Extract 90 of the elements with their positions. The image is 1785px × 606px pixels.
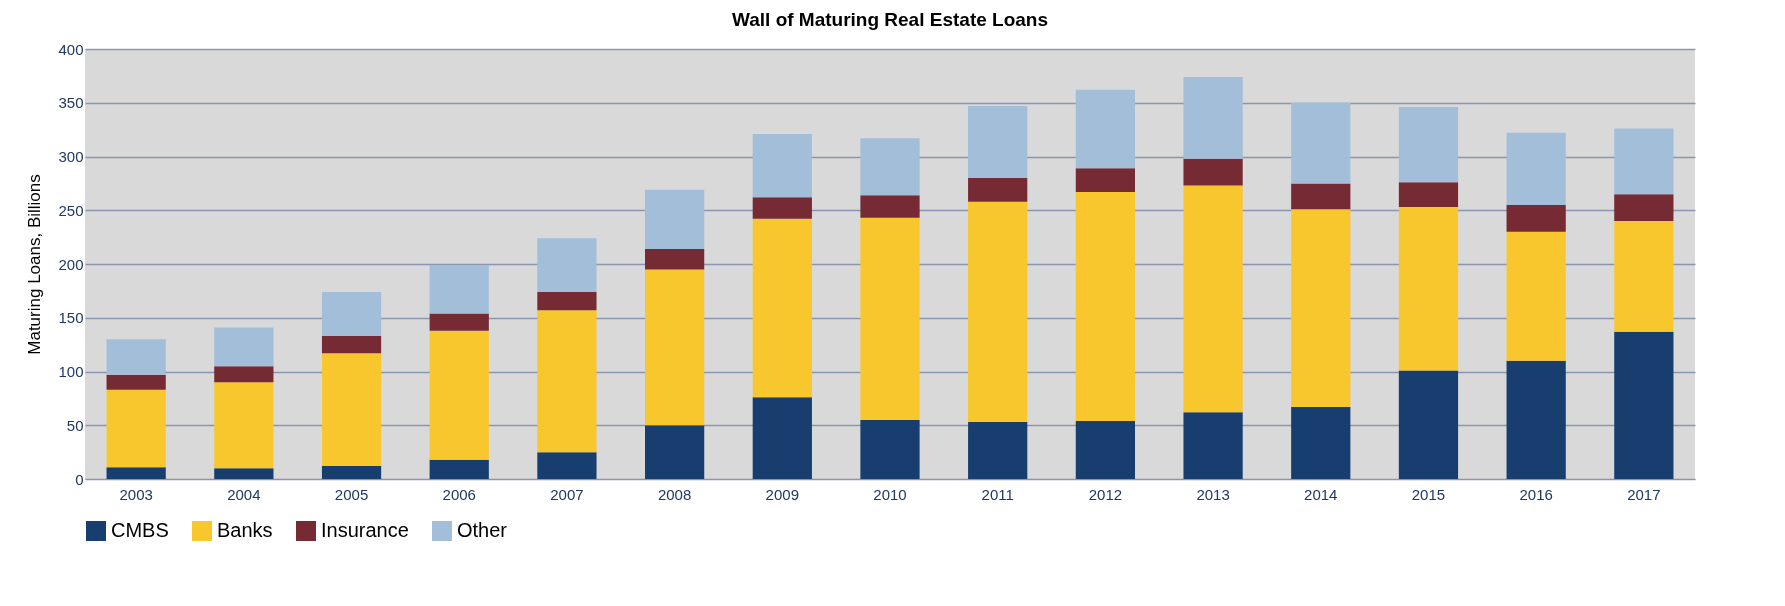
bar: [1506, 360, 1566, 479]
bar: [968, 178, 1028, 202]
x-tick-label: 2016: [1519, 485, 1553, 503]
y-tick-label: 100: [58, 363, 84, 380]
x-tick-label: 2004: [227, 485, 261, 503]
x-tick-label: 2009: [765, 485, 799, 503]
x-tick-label: 2012: [1088, 485, 1123, 503]
bar: [645, 425, 705, 479]
y-tick-label: 200: [58, 255, 84, 273]
bar: [429, 313, 489, 331]
bar: [1398, 207, 1459, 371]
bar: [860, 419, 920, 479]
y-tick-label: 350: [58, 94, 84, 112]
bar: [1291, 102, 1351, 184]
legend-label: Other: [457, 519, 508, 541]
chart-title: Wall of Maturing Real Estate Loans: [731, 9, 1049, 30]
bar: [645, 269, 705, 426]
bar: [1183, 185, 1243, 413]
x-tick-label: 2013: [1196, 485, 1230, 503]
x-tick-label: 2010: [873, 485, 907, 503]
y-tick-label: 50: [66, 416, 84, 434]
bar: [106, 389, 166, 468]
legend-label: CMBS: [111, 519, 169, 541]
bar: [1183, 158, 1243, 186]
bar: [1614, 128, 1674, 195]
bar: [1614, 331, 1674, 479]
y-tick-label: 300: [58, 148, 84, 165]
bar: [752, 218, 812, 398]
bar: [1075, 168, 1135, 192]
bar: [1506, 231, 1566, 361]
bar: [645, 248, 705, 270]
y-tick-label: 0: [75, 470, 84, 488]
bar: [968, 201, 1028, 423]
bar: [1183, 412, 1243, 479]
bar: [1075, 191, 1135, 421]
bar: [968, 422, 1028, 479]
bar: [1291, 183, 1351, 210]
bar: [214, 468, 274, 479]
bar: [1075, 89, 1135, 169]
bar: [537, 238, 597, 292]
bar: [860, 138, 920, 196]
bar: [1614, 221, 1674, 332]
bar: [537, 310, 597, 453]
bar: [1614, 194, 1674, 221]
bar: [752, 397, 812, 479]
bar: [1075, 420, 1135, 479]
bar: [321, 291, 382, 337]
bar: [860, 195, 920, 218]
bar: [752, 133, 812, 198]
legend-label: Banks: [217, 519, 273, 541]
x-tick-label: 2011: [981, 485, 1014, 503]
bar: [214, 366, 274, 383]
bar: [1506, 204, 1566, 232]
bar: [321, 353, 382, 467]
x-tick-label: 2014: [1304, 485, 1338, 503]
y-tick-label: 250: [58, 201, 84, 219]
bar: [752, 197, 812, 219]
y-tick-label: 400: [58, 40, 84, 58]
bar: [1398, 107, 1459, 183]
bar: [214, 327, 274, 367]
bar: [537, 291, 597, 311]
bar: [1398, 370, 1459, 479]
bar: [860, 217, 920, 420]
y-axis-title: Maturing Loans, Billions: [25, 174, 45, 355]
bar: [429, 330, 489, 460]
bar: [968, 105, 1028, 178]
x-tick-label: 2008: [657, 485, 692, 503]
bar: [1398, 182, 1459, 208]
bar: [321, 336, 382, 354]
bar: [1291, 209, 1351, 407]
bar: [1291, 406, 1351, 479]
bar: [537, 452, 597, 479]
bar: [106, 374, 166, 390]
bar: [1183, 76, 1243, 159]
x-tick-label: 2017: [1627, 485, 1661, 503]
bar: [106, 339, 166, 375]
bar: [1506, 132, 1566, 205]
x-tick-label: 2003: [119, 485, 153, 503]
bar: [106, 467, 166, 479]
x-tick-label: 2007: [550, 485, 584, 503]
y-tick-label: 150: [58, 309, 84, 327]
bar: [321, 466, 382, 479]
legend-label: Insurance: [321, 519, 409, 541]
x-tick-label: 2005: [334, 485, 369, 503]
bar: [645, 189, 705, 249]
x-tick-label: 2015: [1411, 485, 1446, 503]
bar: [429, 265, 489, 314]
x-tick-label: 2006: [442, 485, 476, 503]
bar: [214, 382, 274, 469]
bar: [429, 459, 489, 479]
